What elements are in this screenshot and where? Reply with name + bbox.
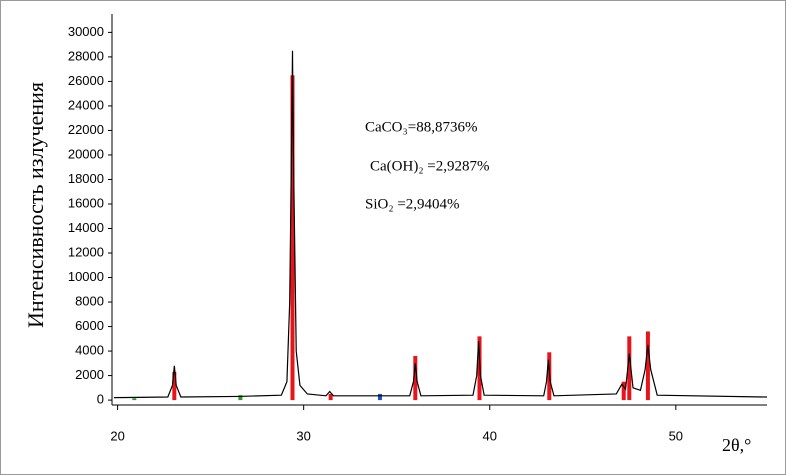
x-tick-label: 40 bbox=[483, 428, 497, 443]
peak-stick bbox=[377, 393, 382, 401]
y-tick-label: 30000 bbox=[68, 24, 104, 39]
y-tick-label: 28000 bbox=[68, 48, 104, 63]
peak-stick bbox=[328, 393, 333, 401]
y-tick-label: 12000 bbox=[68, 244, 104, 259]
y-tick-label: 6000 bbox=[75, 318, 104, 333]
y-tick-label: 24000 bbox=[68, 97, 104, 112]
y-tick-label: 20000 bbox=[68, 146, 104, 161]
y-tick-label: 0 bbox=[97, 392, 104, 407]
peak-stick bbox=[645, 331, 650, 401]
peak-stick bbox=[627, 336, 632, 401]
diffraction-line bbox=[113, 50, 768, 399]
x-tick-label: 20 bbox=[110, 428, 124, 443]
y-tick-label: 2000 bbox=[75, 367, 104, 382]
y-tick-label: 22000 bbox=[68, 122, 104, 137]
x-axis-title: 2θ,° bbox=[722, 435, 751, 455]
x-tick-label: 30 bbox=[296, 428, 310, 443]
annotation: Ca(OH)₂ =2,9287% bbox=[370, 158, 490, 174]
y-tick-label: 10000 bbox=[68, 269, 104, 284]
peak-stick bbox=[413, 355, 418, 401]
peak-stick bbox=[238, 395, 243, 401]
peak-stick bbox=[132, 398, 137, 401]
y-tick-label: 8000 bbox=[75, 293, 104, 308]
annotation: SiO₂ =2,9404% bbox=[365, 196, 460, 212]
y-tick-label: 16000 bbox=[68, 195, 104, 210]
peak-stick bbox=[172, 371, 177, 401]
y-tick-label: 26000 bbox=[68, 73, 104, 88]
annotation: CaCO₃=88,8736% bbox=[365, 119, 477, 135]
y-tick-label: 18000 bbox=[68, 171, 104, 186]
peak-stick bbox=[621, 381, 626, 401]
y-tick-label: 14000 bbox=[68, 220, 104, 235]
y-axis-title: Интенсивность излучения bbox=[23, 82, 48, 328]
x-tick-label: 50 bbox=[669, 428, 683, 443]
peak-stick bbox=[290, 75, 295, 401]
y-tick-label: 4000 bbox=[75, 343, 104, 358]
